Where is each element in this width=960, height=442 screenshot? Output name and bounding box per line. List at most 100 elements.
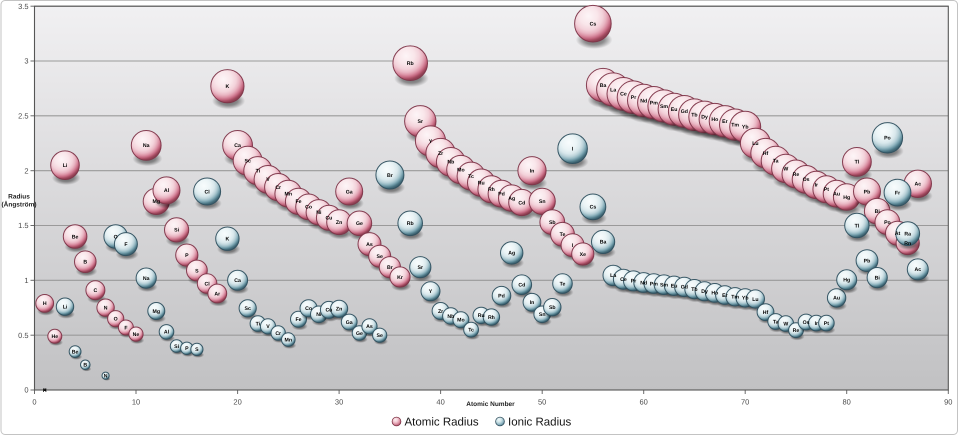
svg-text:Hf: Hf [763, 151, 769, 157]
svg-text:Y: Y [429, 289, 433, 295]
svg-text:Au: Au [833, 296, 840, 302]
svg-text:Tl: Tl [855, 160, 860, 166]
svg-text:Kr: Kr [397, 275, 403, 281]
svg-text:As: As [366, 242, 373, 248]
svg-text:Rh: Rh [488, 315, 495, 321]
svg-text:He: He [51, 334, 58, 340]
svg-text:La: La [610, 273, 616, 279]
svg-text:Bi: Bi [875, 209, 881, 215]
svg-text:F: F [124, 325, 127, 331]
svg-text:Ca: Ca [234, 143, 241, 149]
svg-text:Ne: Ne [133, 332, 140, 338]
svg-text:Os: Os [803, 177, 810, 183]
svg-text:Sm: Sm [660, 104, 668, 110]
svg-text:Er: Er [722, 293, 727, 299]
svg-text:Ba: Ba [600, 240, 607, 246]
svg-text:Re: Re [793, 172, 800, 178]
svg-text:Au: Au [833, 192, 840, 198]
svg-text:Cl: Cl [205, 189, 211, 195]
svg-text:Ac: Ac [914, 267, 921, 273]
svg-text:Ho: Ho [711, 117, 718, 123]
svg-text:3: 3 [24, 57, 28, 66]
svg-text:Si: Si [174, 344, 179, 350]
svg-text:Nb: Nb [447, 160, 454, 166]
svg-text:Zn: Zn [336, 220, 342, 226]
svg-text:Po: Po [884, 136, 891, 142]
svg-text:B: B [83, 260, 87, 266]
svg-text:Cl: Cl [205, 281, 211, 287]
svg-text:Rh: Rh [488, 187, 495, 193]
svg-text:Sr: Sr [418, 119, 423, 125]
svg-text:Pt: Pt [824, 187, 829, 193]
svg-text:As: As [366, 324, 373, 330]
svg-text:Sc: Sc [245, 306, 251, 312]
svg-text:Hg: Hg [843, 278, 850, 284]
svg-text:Al: Al [164, 330, 170, 336]
svg-text:40: 40 [436, 397, 444, 406]
svg-text:F: F [124, 242, 127, 248]
svg-text:Rn: Rn [904, 241, 911, 247]
svg-text:Ga: Ga [346, 189, 353, 195]
svg-text:Ra: Ra [904, 232, 911, 238]
svg-text:Os: Os [803, 320, 810, 326]
svg-text:H: H [43, 301, 47, 307]
svg-text:Br: Br [387, 173, 393, 179]
svg-text:1.5: 1.5 [18, 221, 28, 230]
svg-text:C: C [94, 288, 98, 294]
svg-text:Be: Be [72, 349, 79, 355]
svg-text:Atomic Number: Atomic Number [466, 401, 515, 408]
svg-text:Re: Re [793, 328, 800, 334]
svg-text:Y: Y [429, 139, 433, 145]
svg-text:Te: Te [560, 281, 566, 287]
svg-text:Ge: Ge [356, 221, 363, 227]
svg-text:Al: Al [164, 188, 170, 194]
svg-text:B: B [83, 363, 87, 369]
svg-text:Be: Be [72, 234, 79, 240]
svg-text:Ce: Ce [620, 92, 627, 98]
svg-text:In: In [530, 169, 535, 175]
svg-text:Pr: Pr [631, 279, 636, 285]
svg-text:Ir: Ir [815, 183, 818, 189]
svg-text:P: P [185, 253, 189, 259]
svg-text:Cs: Cs [590, 205, 597, 211]
svg-text:Ru: Ru [478, 181, 485, 187]
svg-text:Nd: Nd [640, 98, 647, 104]
svg-text:Pd: Pd [498, 192, 505, 198]
svg-text:Zr: Zr [438, 151, 443, 157]
svg-text:Ho: Ho [711, 291, 718, 297]
svg-text:Eu: Eu [671, 107, 678, 113]
svg-text:N: N [104, 374, 108, 380]
svg-text:90: 90 [944, 397, 952, 406]
svg-text:Br: Br [387, 265, 393, 271]
svg-text:Pd: Pd [498, 294, 505, 300]
svg-text:Na: Na [143, 143, 150, 149]
svg-text:Dy: Dy [701, 115, 708, 121]
svg-text:2: 2 [24, 166, 28, 175]
svg-text:Ag: Ag [508, 196, 515, 202]
svg-text:Cu: Cu [325, 216, 332, 222]
svg-text:Co: Co [305, 205, 312, 211]
svg-text:Se: Se [377, 333, 383, 339]
svg-text:0: 0 [32, 397, 36, 406]
svg-text:30: 30 [335, 397, 343, 406]
svg-text:Ar: Ar [214, 291, 220, 297]
svg-text:Ce: Ce [620, 277, 627, 283]
svg-text:Pb: Pb [864, 189, 871, 195]
svg-text:Tc: Tc [468, 328, 474, 334]
svg-text:Cr: Cr [275, 185, 281, 191]
svg-text:K: K [226, 237, 230, 243]
svg-text:Ta: Ta [773, 159, 779, 165]
svg-text:I: I [572, 243, 574, 249]
svg-text:Zr: Zr [438, 309, 443, 315]
svg-text:O: O [114, 317, 118, 323]
svg-text:10: 10 [132, 397, 140, 406]
svg-text:Nb: Nb [447, 314, 454, 320]
svg-text:Tl: Tl [855, 223, 860, 229]
svg-text:60: 60 [640, 397, 648, 406]
svg-text:Ni: Ni [316, 312, 322, 318]
svg-text:80: 80 [843, 397, 851, 406]
svg-text:Dy: Dy [701, 289, 708, 295]
svg-text:P: P [185, 346, 189, 352]
svg-text:Bi: Bi [875, 275, 881, 281]
svg-text:Fe: Fe [295, 199, 301, 205]
